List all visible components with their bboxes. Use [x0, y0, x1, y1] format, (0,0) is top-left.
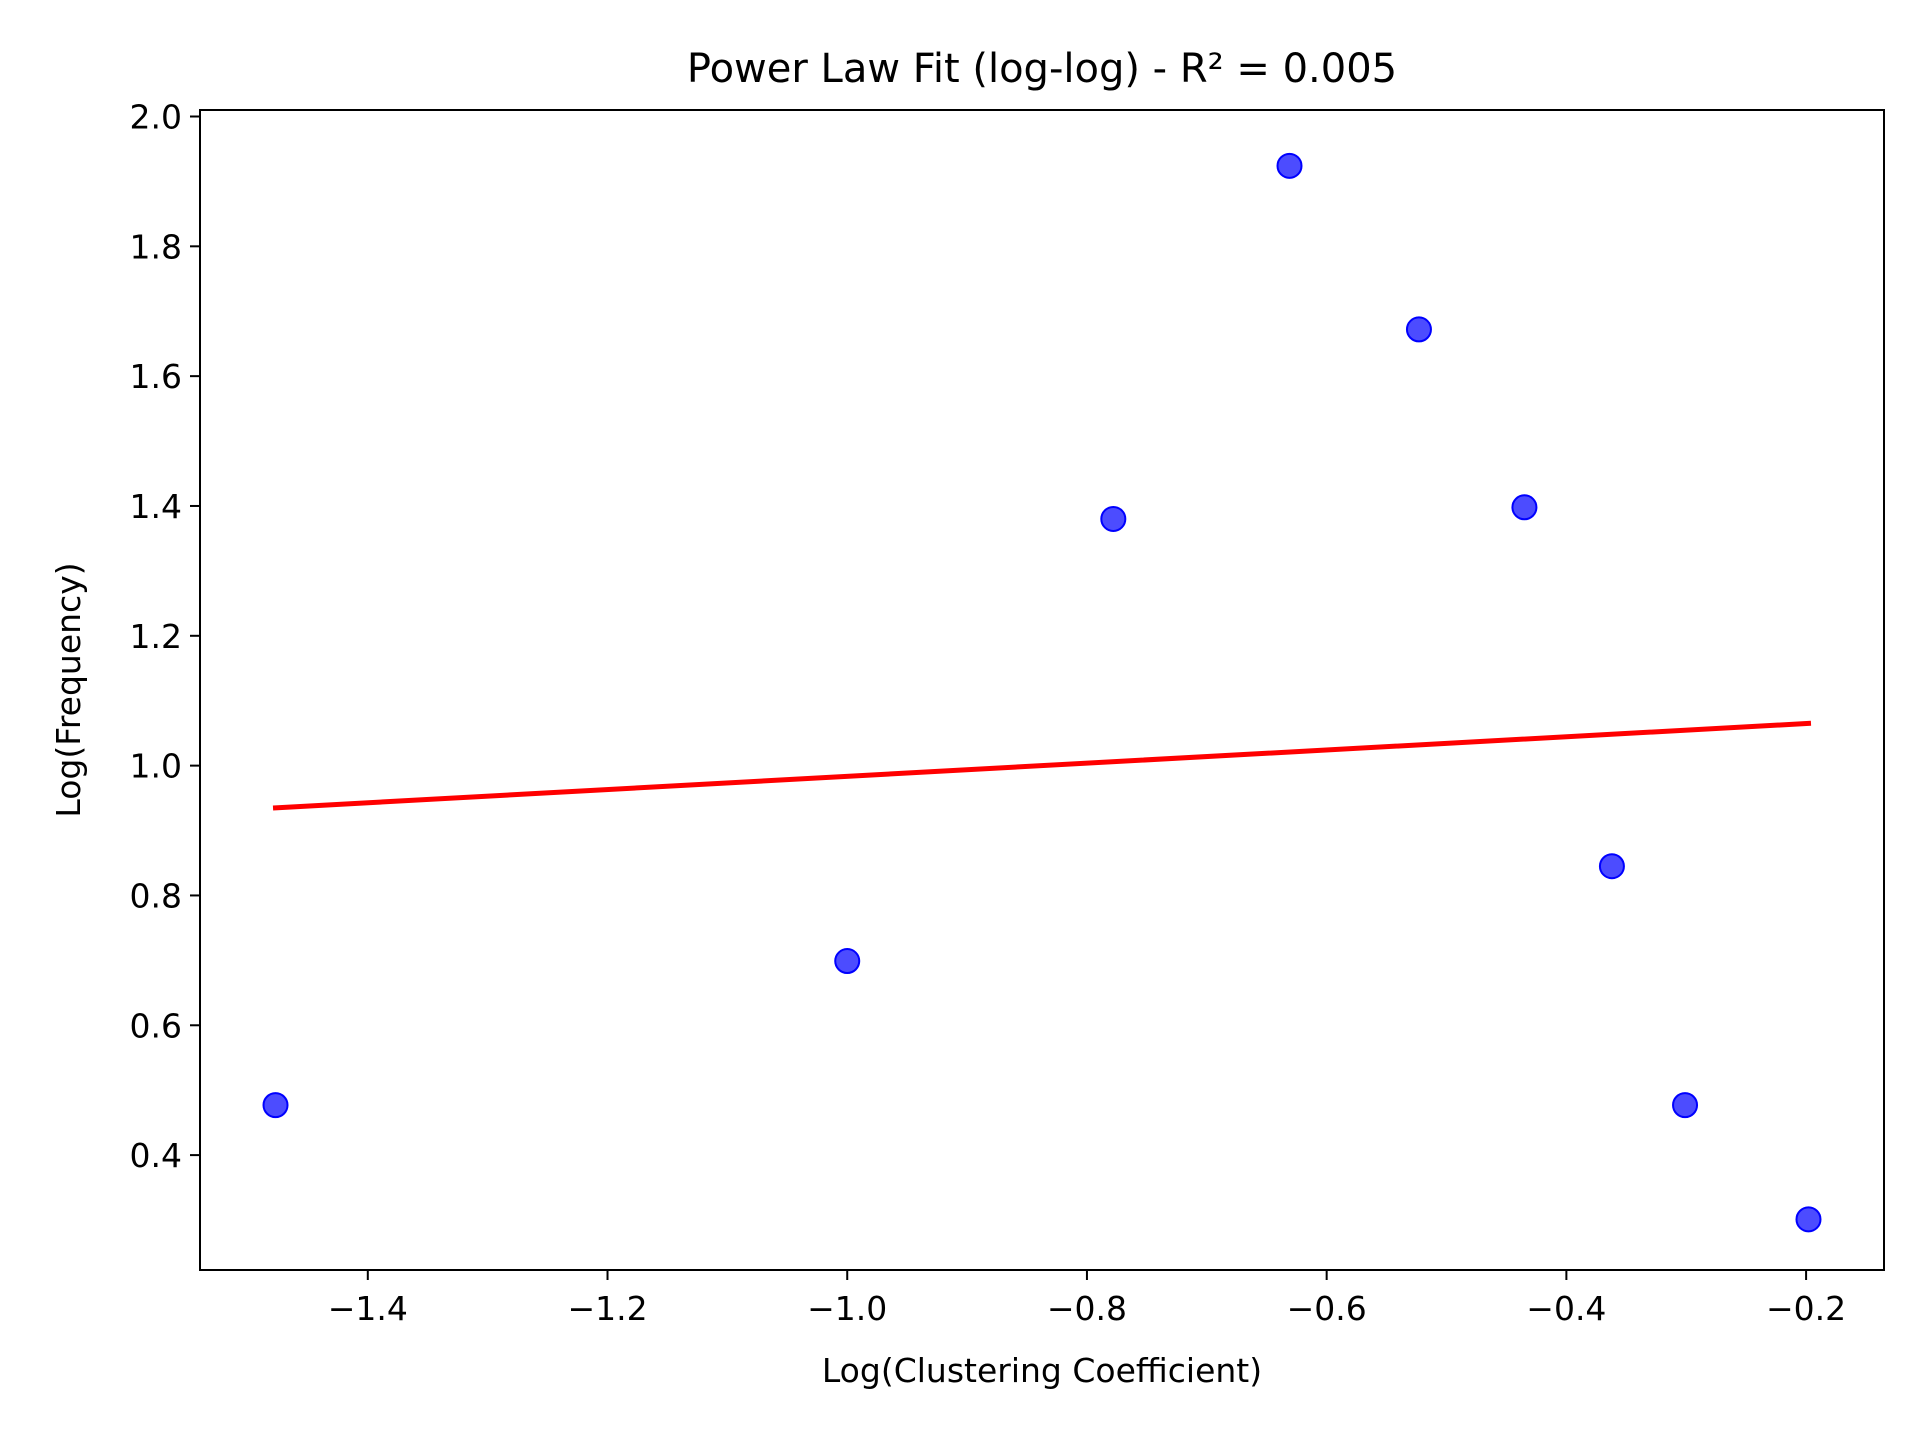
data-point-5	[1405, 316, 1432, 343]
x-tick-label: −1.2	[567, 1289, 647, 1328]
x-tick-label: −1.0	[807, 1289, 887, 1328]
data-point-2	[834, 948, 861, 975]
y-tick-label: 1.8	[130, 227, 182, 266]
x-tick-label: −0.8	[1047, 1289, 1127, 1328]
y-tick-label: 1.6	[130, 357, 182, 396]
y-tick-label: 0.8	[130, 876, 182, 915]
data-point-9	[1795, 1206, 1822, 1233]
y-tick-label: 1.4	[130, 487, 182, 526]
y-tick-label: 0.4	[130, 1136, 182, 1175]
y-tick-label: 1.2	[130, 617, 182, 656]
y-tick-label: 1.0	[130, 747, 182, 786]
y-tick-label: 0.6	[130, 1006, 182, 1045]
y-tick-label: 2.0	[130, 97, 182, 136]
x-axis-label: Log(Clustering Coefficient)	[822, 1351, 1262, 1390]
data-point-1	[262, 1092, 289, 1119]
data-point-7	[1598, 853, 1625, 880]
data-point-3	[1100, 505, 1127, 532]
x-tick-label: −0.4	[1526, 1289, 1606, 1328]
data-point-8	[1672, 1092, 1699, 1119]
data-point-6	[1511, 494, 1538, 521]
data-point-4	[1276, 152, 1303, 179]
fit-line	[272, 720, 1812, 811]
x-tick-label: −0.6	[1287, 1289, 1367, 1328]
x-tick-label: −0.2	[1766, 1289, 1846, 1328]
chart-title: Power Law Fit (log-log) - R² = 0.005	[687, 46, 1397, 92]
plot-frame	[199, 109, 1885, 1271]
y-axis-label: Log(Frequency)	[49, 562, 88, 817]
x-tick-label: −1.4	[328, 1289, 408, 1328]
